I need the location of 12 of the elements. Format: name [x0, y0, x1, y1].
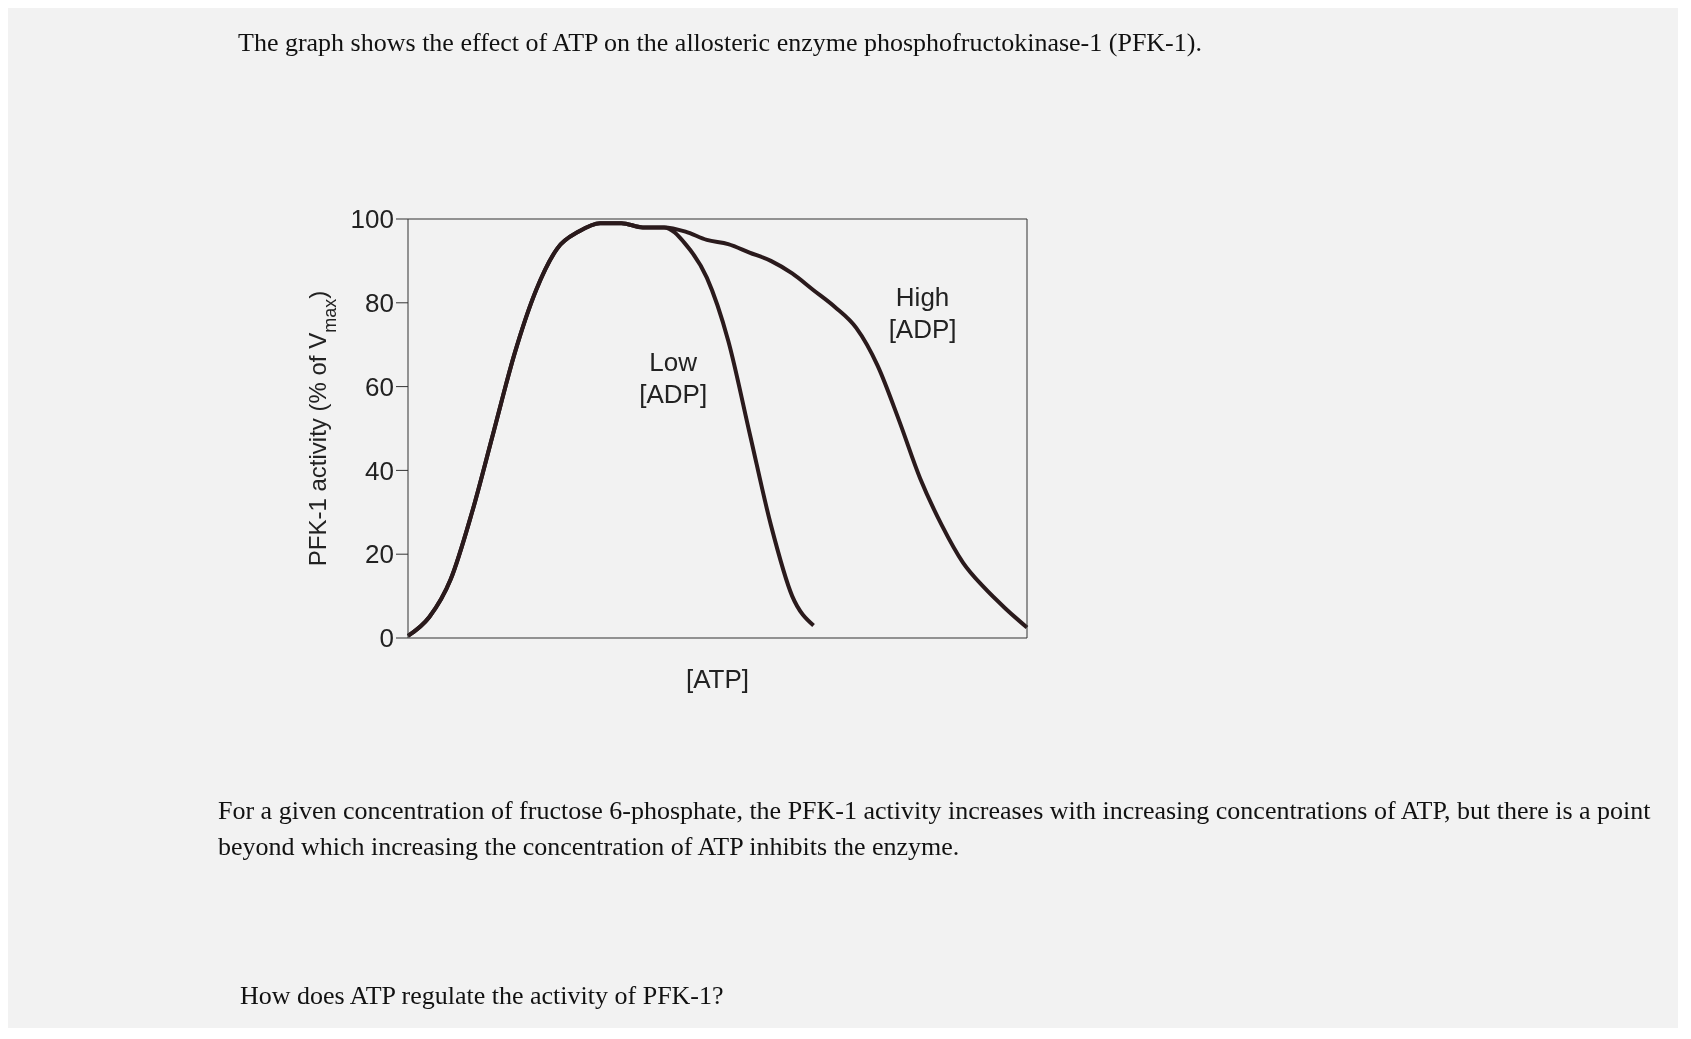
series-label: High [ADP] [888, 281, 957, 344]
y-tick-label: 80 [365, 288, 394, 319]
text: How does ATP regulate the activity of PFK-1? [240, 980, 725, 1012]
x-axis-title: [ATP] [685, 664, 750, 694]
series-label: Low [ADP] [639, 346, 708, 409]
y-tick-label: 100 [350, 204, 394, 235]
y-tick-label: 40 [365, 455, 394, 486]
y-tick-label: 60 [365, 371, 394, 402]
y-tick-label: 0 [379, 623, 394, 654]
text: For a given concentration of fructose 6-phosphate, the PFK-1 activity increases with increasing concentrations of ATP, but there is a point beyond which increasing the concentration of ATP inhibits the enzyme. [218, 795, 1652, 863]
chart-title: The graph shows the effect of ATP on the allosteric enzyme phosphofructokinase-1 (PFK-1). [238, 28, 1202, 58]
y-tick-label: 20 [365, 539, 394, 570]
